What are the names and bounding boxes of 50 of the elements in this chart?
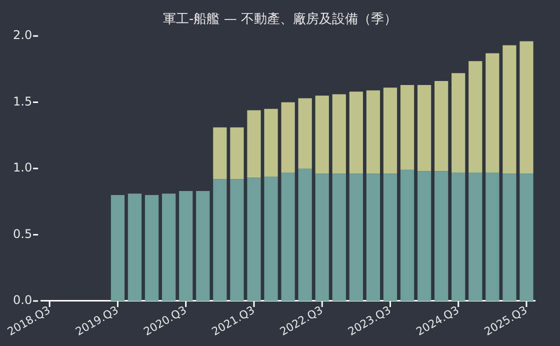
bar	[486, 53, 500, 172]
bar	[213, 179, 227, 301]
bar	[298, 98, 312, 168]
bar	[452, 172, 466, 301]
bar	[179, 191, 193, 301]
bar	[247, 110, 261, 178]
bar	[213, 127, 227, 180]
bar	[196, 191, 210, 301]
bar	[144, 194, 159, 301]
bar	[520, 174, 534, 301]
y-tick-label: 2.0	[12, 28, 32, 42]
bar	[230, 179, 244, 301]
bar	[502, 45, 516, 174]
bar	[128, 194, 142, 301]
chart-title: 軍工-船艦 — 不動產、廠房及設備（季）	[162, 11, 398, 28]
bar	[383, 88, 398, 174]
bar	[434, 81, 448, 172]
bar	[264, 108, 278, 176]
bar	[417, 171, 432, 301]
bar	[264, 176, 278, 301]
bar	[366, 90, 380, 174]
bar	[315, 96, 329, 174]
y-tick-label: 1.0	[12, 160, 32, 175]
y-tick-label: 0.5	[12, 226, 32, 241]
bar	[366, 174, 380, 301]
bar	[162, 194, 176, 301]
bar	[332, 94, 346, 174]
bar	[486, 172, 500, 301]
bar	[349, 92, 363, 174]
bar	[247, 178, 261, 301]
bar	[452, 73, 466, 172]
bar	[468, 172, 482, 301]
bar	[520, 41, 534, 174]
bar	[298, 168, 312, 301]
bar	[281, 102, 295, 172]
bar	[434, 171, 448, 301]
y-tick-label: 1.5	[12, 94, 32, 108]
y-tick-label: 0.0	[12, 293, 32, 308]
bar	[383, 174, 398, 301]
bar	[315, 174, 329, 301]
bar	[417, 85, 432, 172]
bar	[349, 174, 363, 301]
bar	[468, 61, 482, 172]
bar	[400, 85, 414, 170]
bar	[502, 174, 516, 301]
bar	[400, 170, 414, 301]
bar	[281, 172, 295, 301]
bar	[110, 194, 125, 301]
bar	[332, 174, 346, 301]
bar	[230, 127, 244, 180]
